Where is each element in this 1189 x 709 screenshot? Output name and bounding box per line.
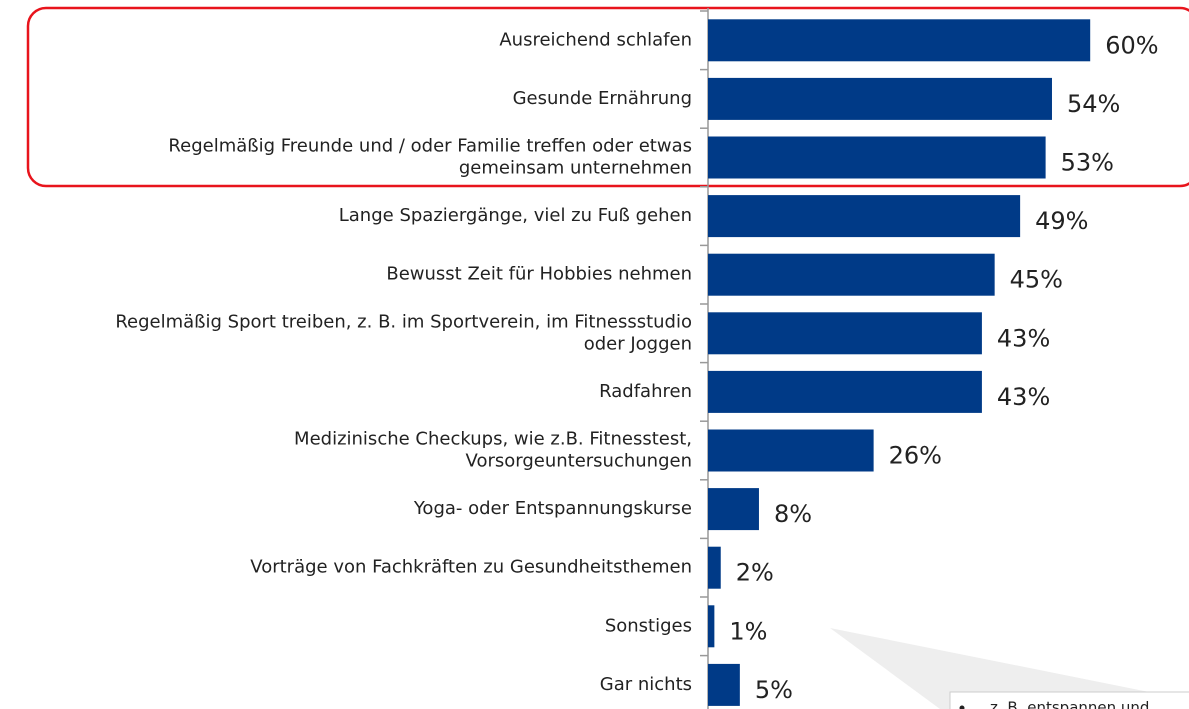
value-label: 43% [997,324,1050,352]
bar [708,605,715,648]
bar [708,312,982,355]
bar [708,195,1021,238]
callout-shadow [830,628,1189,709]
category-label: Vorträge von Fachkräften zu Gesundheitst… [250,557,692,578]
bar [708,429,874,472]
bar [708,488,759,531]
bullet [959,705,965,709]
category-label: Ausreichend schlafen [499,29,692,50]
bar [708,546,721,589]
value-label: 54% [1067,90,1120,118]
category-label: Lange Spaziergänge, viel zu Fuß gehen [339,205,692,226]
bar [708,136,1046,179]
bar [708,253,995,296]
category-label: Radfahren [599,381,692,402]
bar [708,77,1052,120]
category-label: Bewusst Zeit für Hobbies nehmen [386,264,692,285]
value-label: 49% [1035,207,1088,235]
value-label: 60% [1105,31,1158,59]
category-label: Regelmäßig Sport treiben, z. B. im Sport… [115,311,692,354]
value-label: 26% [889,442,942,470]
category-label: Gar nichts [600,674,692,695]
value-label: 53% [1061,149,1114,177]
value-label: 5% [755,676,793,704]
category-label: Gesunde Ernährung [513,88,692,109]
value-label: 8% [774,500,812,528]
value-label: 1% [729,617,767,645]
highlight-box [26,6,1189,188]
value-label: 2% [736,559,774,587]
bar [708,370,982,413]
category-label: Yoga- oder Entspannungskurse [413,498,692,519]
category-label: Medizinische Checkups, wie z.B. Fitnesst… [294,429,692,472]
category-label: Regelmäßig Freunde und / oder Familie tr… [168,136,692,179]
category-label: Sonstiges [605,615,692,636]
annotation-box [949,691,1189,709]
bar [708,663,740,706]
annotation: z. B. entspannen und [990,699,1149,709]
value-label: 45% [1010,266,1063,294]
bar [708,19,1091,62]
value-label: 43% [997,383,1050,411]
